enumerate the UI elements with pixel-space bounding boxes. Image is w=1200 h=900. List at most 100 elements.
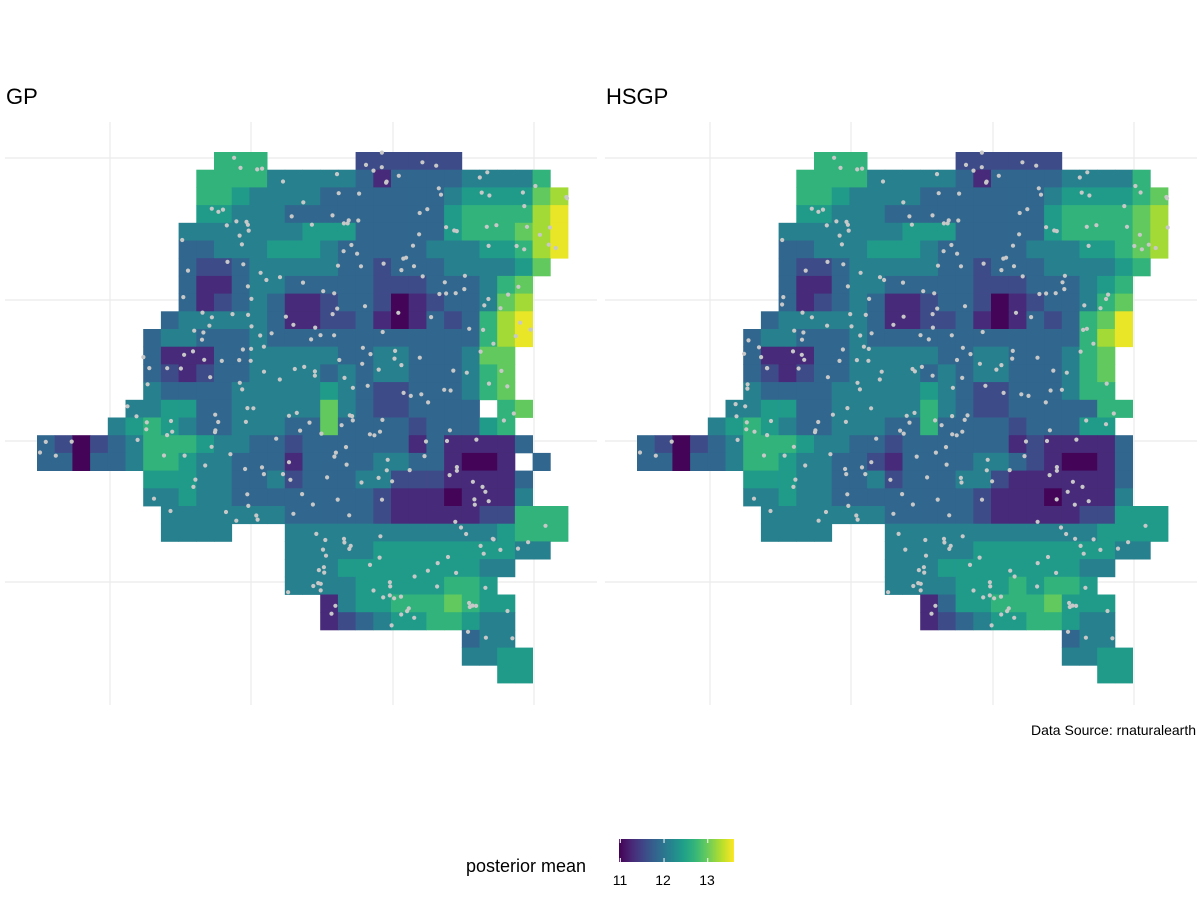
observation-point <box>1122 204 1127 209</box>
raster-cell <box>532 541 551 560</box>
raster-cell <box>849 417 868 436</box>
raster-cell <box>444 612 463 631</box>
observation-point <box>845 492 850 497</box>
raster-cell <box>1079 629 1098 648</box>
observation-point <box>223 509 229 515</box>
raster-cell <box>1079 293 1098 312</box>
raster-cell <box>955 541 974 560</box>
observation-point <box>501 418 506 423</box>
raster-cell <box>373 452 392 471</box>
raster-cell <box>991 222 1010 241</box>
raster-cell <box>1114 275 1133 294</box>
observation-point <box>989 623 994 628</box>
observation-point <box>533 183 538 189</box>
raster-cell <box>408 541 427 560</box>
observation-point <box>637 450 643 455</box>
observation-point <box>372 433 377 438</box>
raster-cell <box>408 293 427 312</box>
raster-cell <box>143 399 162 418</box>
raster-cell <box>497 594 516 613</box>
raster-cell <box>178 435 197 454</box>
raster-cell <box>1097 399 1116 418</box>
raster-cell <box>955 169 974 188</box>
observation-point <box>346 218 351 223</box>
raster-cell <box>902 382 921 401</box>
raster-cell <box>654 452 673 471</box>
observation-point <box>377 429 383 434</box>
raster-cell <box>955 222 974 241</box>
raster-cell <box>497 399 516 418</box>
raster-cell <box>973 240 992 259</box>
observation-point <box>1062 287 1067 292</box>
raster-cell <box>1044 205 1063 224</box>
raster-cell <box>902 258 921 277</box>
observation-point <box>918 333 923 338</box>
raster-cell <box>426 435 445 454</box>
raster-cell <box>1114 311 1133 330</box>
raster-cell <box>1079 435 1098 454</box>
observation-point <box>959 480 964 485</box>
observation-point <box>933 450 939 455</box>
raster-cell <box>796 275 815 294</box>
raster-cell <box>920 364 939 383</box>
raster-cell <box>532 205 551 224</box>
observation-point <box>318 581 323 586</box>
raster-cell <box>391 559 410 578</box>
raster-cell <box>444 364 463 383</box>
raster-cell <box>884 452 903 471</box>
raster-cell <box>160 346 179 365</box>
observation-point <box>343 445 349 450</box>
observation-point <box>963 162 969 167</box>
observation-point <box>291 322 296 327</box>
raster-cell <box>231 399 250 418</box>
raster-cell <box>955 417 974 436</box>
raster-cell <box>849 329 868 348</box>
observation-point <box>360 345 365 350</box>
raster-cell <box>249 506 268 525</box>
raster-cell <box>337 435 356 454</box>
raster-cell <box>214 346 233 365</box>
observation-point <box>844 472 849 477</box>
observation-point <box>399 363 404 368</box>
raster-cell <box>514 399 533 418</box>
observation-point <box>1072 502 1077 507</box>
observation-point <box>977 361 983 366</box>
observation-point <box>458 525 464 530</box>
raster-cell <box>1026 470 1045 489</box>
raster-cell <box>654 435 673 454</box>
raster-cell <box>160 329 179 348</box>
raster-cell <box>884 382 903 401</box>
raster-cell <box>355 417 374 436</box>
raster-cell <box>955 258 974 277</box>
raster-cell <box>1114 205 1133 224</box>
observation-point <box>891 511 896 516</box>
raster-cell <box>1044 417 1063 436</box>
raster-cell <box>902 169 921 188</box>
raster-cell <box>1008 435 1027 454</box>
observation-point <box>524 224 530 229</box>
raster-cell <box>72 452 91 471</box>
raster-cell <box>373 275 392 294</box>
raster-cell <box>1026 169 1045 188</box>
raster-cell <box>955 594 974 613</box>
observation-point <box>444 438 450 444</box>
raster-cell <box>1026 488 1045 507</box>
observation-point <box>313 325 318 330</box>
raster-cell <box>461 417 480 436</box>
raster-cell <box>814 488 833 507</box>
observation-point <box>486 499 491 504</box>
raster-cell <box>778 488 797 507</box>
raster-cell <box>955 452 974 471</box>
observation-point <box>412 574 417 579</box>
observation-point <box>514 243 519 249</box>
raster-cell <box>178 222 197 241</box>
raster-cell <box>725 399 744 418</box>
observation-point <box>180 237 185 243</box>
raster-cell <box>497 506 516 525</box>
observation-point <box>954 433 959 438</box>
raster-cell <box>231 470 250 489</box>
raster-cell <box>991 205 1010 224</box>
observation-point <box>825 323 830 328</box>
raster-cell <box>497 364 516 383</box>
raster-cell <box>760 470 779 489</box>
